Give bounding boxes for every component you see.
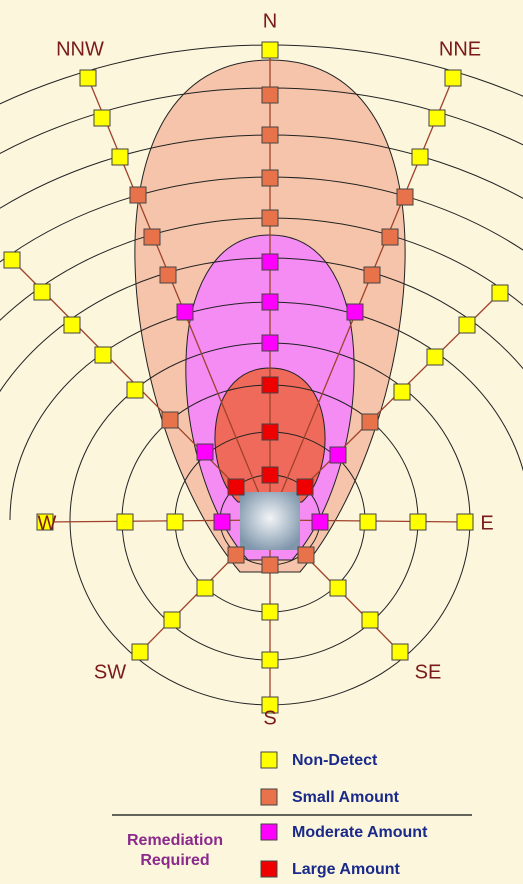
sample-marker xyxy=(196,443,214,461)
sample-marker xyxy=(359,513,377,531)
sample-marker xyxy=(196,579,214,597)
sample-marker xyxy=(143,228,161,246)
sample-marker xyxy=(176,303,194,321)
sample-marker xyxy=(329,446,347,464)
sample-marker xyxy=(261,556,279,574)
sample-marker xyxy=(396,188,414,206)
sample-marker xyxy=(3,251,21,269)
legend-label: Non-Detect xyxy=(292,752,378,769)
legend-swatch xyxy=(260,788,278,806)
sample-marker xyxy=(297,546,315,564)
remediation-label: Remediation xyxy=(127,832,223,849)
sample-marker xyxy=(393,383,411,401)
spoke xyxy=(44,519,271,523)
direction-label: SW xyxy=(94,661,126,683)
direction-label: SE xyxy=(415,661,442,683)
sample-marker xyxy=(491,284,509,302)
sample-marker xyxy=(63,316,81,334)
legend-swatch xyxy=(260,823,278,841)
source-image xyxy=(240,492,300,550)
sample-marker xyxy=(261,603,279,621)
sample-marker xyxy=(409,513,427,531)
sample-marker xyxy=(428,109,446,127)
sample-marker xyxy=(163,611,181,629)
sample-marker xyxy=(116,513,134,531)
remediation-label: Required xyxy=(140,852,209,869)
sample-marker xyxy=(261,293,279,311)
sample-marker xyxy=(411,148,429,166)
direction-label: N xyxy=(263,10,277,32)
sample-marker xyxy=(261,423,279,441)
sample-marker xyxy=(227,478,245,496)
markers xyxy=(3,41,509,714)
direction-label: S xyxy=(263,707,276,729)
sample-marker xyxy=(261,376,279,394)
sample-marker xyxy=(79,69,97,87)
sample-marker xyxy=(296,478,314,496)
direction-label: W xyxy=(38,512,57,534)
legend-label: Small Amount xyxy=(292,789,400,806)
sample-marker xyxy=(311,513,329,531)
sample-marker xyxy=(261,41,279,59)
sample-marker xyxy=(381,228,399,246)
legend-swatch xyxy=(260,751,278,769)
sample-marker xyxy=(213,513,231,531)
sample-marker xyxy=(444,69,462,87)
sample-marker xyxy=(261,334,279,352)
sample-marker xyxy=(261,126,279,144)
direction-label: NNE xyxy=(439,38,481,60)
sample-marker xyxy=(126,381,144,399)
sample-marker xyxy=(261,466,279,484)
sample-marker xyxy=(458,316,476,334)
sample-marker xyxy=(166,513,184,531)
legend-swatch xyxy=(260,860,278,878)
sample-marker xyxy=(261,651,279,669)
sample-marker xyxy=(346,303,364,321)
direction-label: E xyxy=(480,512,493,534)
sample-marker xyxy=(227,546,245,564)
sample-marker xyxy=(261,169,279,187)
direction-label: NNW xyxy=(56,38,104,60)
sample-marker xyxy=(361,611,379,629)
legend-label: Large Amount xyxy=(292,861,401,878)
legend-label: Moderate Amount xyxy=(292,824,428,841)
sample-marker xyxy=(261,86,279,104)
sample-marker xyxy=(161,411,179,429)
sample-marker xyxy=(261,253,279,271)
sample-marker xyxy=(131,643,149,661)
sample-marker xyxy=(363,266,381,284)
sample-marker xyxy=(329,579,347,597)
sample-marker xyxy=(456,513,474,531)
sample-marker xyxy=(111,148,129,166)
sample-marker xyxy=(93,109,111,127)
sample-marker xyxy=(391,643,409,661)
sample-marker xyxy=(33,283,51,301)
sample-marker xyxy=(129,186,147,204)
sample-marker xyxy=(261,209,279,227)
sample-marker xyxy=(159,266,177,284)
sample-marker xyxy=(426,348,444,366)
sample-marker xyxy=(261,696,279,714)
sample-marker xyxy=(36,513,54,531)
sample-marker xyxy=(94,346,112,364)
sample-marker xyxy=(361,413,379,431)
